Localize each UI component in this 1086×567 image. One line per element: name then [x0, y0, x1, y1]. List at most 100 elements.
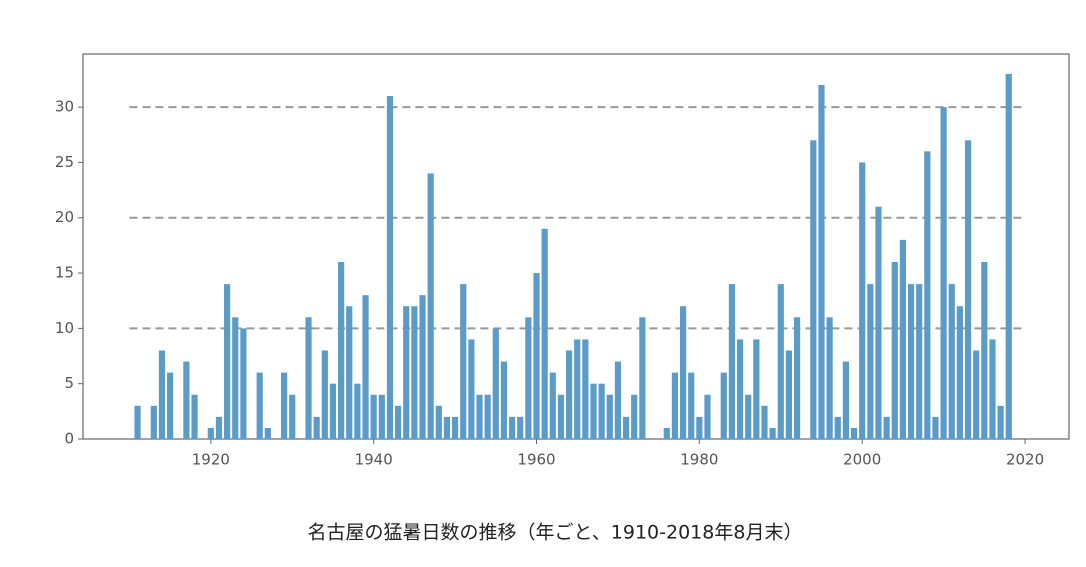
- x-tick-label: 1940: [355, 451, 393, 469]
- bar: [614, 361, 622, 439]
- bar: [745, 394, 752, 439]
- bar: [826, 317, 833, 439]
- y-tick-label: 0: [64, 430, 74, 448]
- bar: [964, 140, 972, 440]
- bar: [574, 339, 581, 439]
- bar: [606, 394, 613, 439]
- bar: [598, 383, 605, 439]
- bar: [842, 361, 850, 439]
- y-tick-label: 5: [64, 374, 74, 392]
- bar: [973, 350, 980, 439]
- bar: [981, 261, 988, 439]
- bar: [476, 394, 483, 439]
- y-tick-label: 15: [55, 264, 74, 282]
- bar: [158, 350, 166, 439]
- bar: [167, 372, 174, 439]
- bar: [346, 306, 353, 439]
- bar: [411, 306, 418, 439]
- bar: [736, 339, 744, 439]
- bar: [313, 416, 320, 439]
- bar: [753, 339, 760, 439]
- bar: [419, 295, 426, 439]
- x-tick-label: 1960: [517, 451, 555, 469]
- bar: [468, 339, 475, 439]
- bar: [671, 372, 679, 439]
- bar: [761, 405, 768, 439]
- bar: [891, 261, 898, 439]
- bar: [484, 394, 491, 439]
- bar: [435, 405, 442, 439]
- bar: [989, 339, 996, 439]
- bar: [386, 96, 394, 440]
- bar: [704, 394, 711, 439]
- x-tick-label: 1920: [192, 451, 230, 469]
- bar: [622, 416, 630, 439]
- bar: [850, 427, 858, 439]
- bar: [1005, 73, 1012, 440]
- bar: [907, 284, 915, 439]
- bar: [549, 372, 556, 439]
- bar: [183, 361, 190, 439]
- bar: [321, 350, 328, 439]
- bar: [305, 317, 312, 439]
- bar: [590, 383, 597, 439]
- y-tick-label: 20: [55, 208, 74, 226]
- bar: [793, 317, 801, 439]
- bar: [639, 317, 646, 439]
- y-tick-label: 30: [55, 98, 74, 116]
- bar: [150, 405, 157, 439]
- bar: [777, 284, 784, 439]
- bar: [256, 372, 263, 439]
- bar: [492, 328, 499, 439]
- bar: [899, 239, 906, 439]
- bar: [769, 427, 776, 439]
- bar: [460, 284, 467, 439]
- bar: [224, 284, 231, 439]
- chart-title: 名古屋の猛暑日数の推移（年ごと、1910-2018年8月末）: [308, 522, 803, 544]
- bar: [451, 416, 459, 439]
- bar: [525, 317, 532, 439]
- bar: [728, 284, 736, 439]
- bar: [215, 416, 223, 439]
- bar: [940, 107, 947, 439]
- bar: [378, 394, 385, 439]
- bar: [289, 394, 296, 439]
- bar: [810, 140, 817, 440]
- bar: [948, 284, 955, 439]
- bar: [582, 339, 589, 439]
- bar: [508, 416, 516, 439]
- bar: [932, 416, 939, 439]
- bar: [264, 427, 271, 439]
- bar: [500, 361, 508, 439]
- bar: [232, 317, 239, 439]
- bar: [956, 306, 963, 439]
- x-tick-label: 1980: [680, 451, 718, 469]
- bar: [883, 416, 890, 439]
- bar: [329, 383, 337, 439]
- bar: [631, 394, 638, 439]
- y-tick-label: 10: [55, 319, 74, 337]
- bar: [541, 228, 548, 439]
- bar: [354, 383, 361, 439]
- bar: [834, 416, 841, 439]
- bar: [557, 394, 565, 439]
- bar: [134, 405, 141, 439]
- bar: [720, 372, 727, 439]
- bar: [924, 151, 931, 439]
- bar: [875, 206, 882, 439]
- bar: [191, 394, 198, 439]
- bar: [427, 173, 434, 439]
- y-tick-label: 25: [55, 153, 74, 171]
- bar: [240, 328, 247, 439]
- bar: [370, 394, 377, 439]
- bar: [565, 350, 573, 439]
- bar: [867, 284, 874, 439]
- bar: [533, 273, 540, 439]
- bar: [859, 162, 866, 439]
- bar: [696, 416, 703, 439]
- bar: [395, 405, 402, 439]
- bar: [362, 295, 369, 439]
- bar: [663, 427, 670, 439]
- x-tick-label: 2020: [1006, 451, 1044, 469]
